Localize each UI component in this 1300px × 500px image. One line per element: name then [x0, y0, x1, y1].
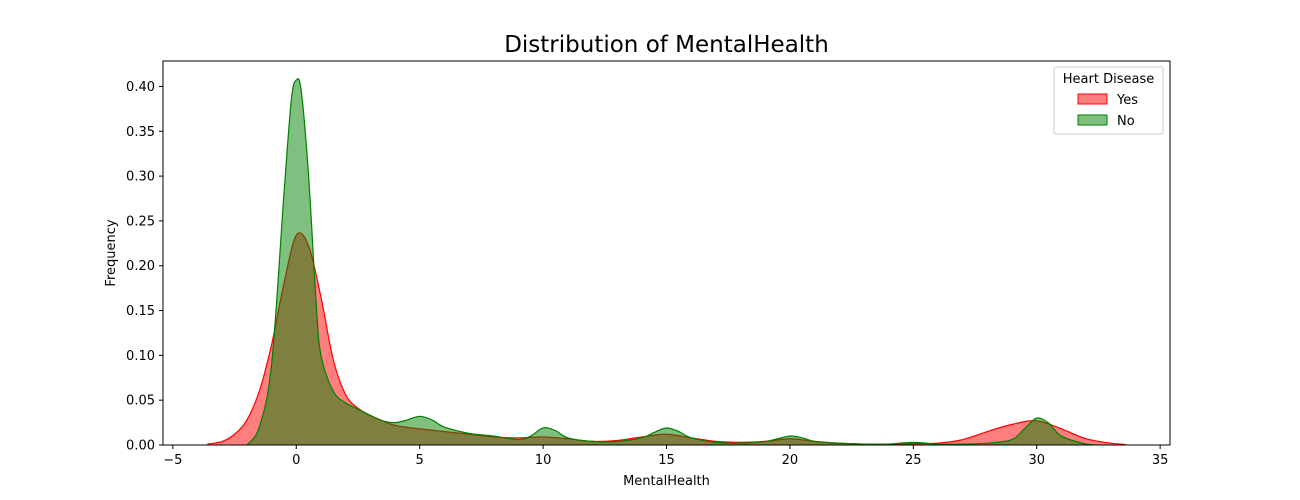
- series-line-no: [246, 78, 1099, 446]
- x-axis-ticks: −5 0 5 10 15 20 25 30 35: [163, 445, 1168, 468]
- y-tick-label: 0.25: [126, 214, 155, 229]
- legend-label-yes: Yes: [1116, 93, 1138, 108]
- y-tick-label: 0.15: [126, 304, 155, 319]
- chart-title: Distribution of MentalHealth: [504, 32, 829, 58]
- x-tick-label: 35: [1152, 453, 1169, 468]
- y-tick-label: 0.10: [126, 349, 155, 364]
- y-axis-ticks: 0.00 0.05 0.10 0.15 0.20 0.25 0.30 0.35 0.40: [126, 80, 163, 454]
- y-tick-label: 0.20: [126, 259, 155, 274]
- legend-swatch-yes: [1077, 93, 1108, 105]
- legend-title: Heart Disease: [1063, 72, 1154, 87]
- y-axis-label: Frequency: [104, 219, 119, 286]
- legend: Heart Disease Yes No: [1053, 66, 1164, 135]
- x-tick-label: 15: [658, 453, 675, 468]
- x-tick-label: 5: [416, 453, 424, 468]
- x-tick-label: 0: [292, 453, 300, 468]
- series-layer: [207, 78, 1126, 446]
- series-area-no: [246, 78, 1099, 445]
- x-tick-label: 30: [1028, 453, 1045, 468]
- x-tick-label: 10: [535, 453, 552, 468]
- x-axis-label: MentalHealth: [623, 474, 710, 489]
- y-tick-label: 0.30: [126, 170, 155, 185]
- x-tick-label: 20: [782, 453, 799, 468]
- y-tick-label: 0.05: [126, 394, 155, 409]
- x-tick-label: 25: [905, 453, 922, 468]
- legend-swatch-no: [1077, 114, 1108, 126]
- x-tick-label: −5: [163, 453, 182, 468]
- legend-label-no: No: [1117, 114, 1135, 129]
- y-tick-label: 0.40: [126, 80, 155, 95]
- y-tick-label: 0.00: [126, 439, 155, 454]
- y-tick-label: 0.35: [126, 125, 155, 140]
